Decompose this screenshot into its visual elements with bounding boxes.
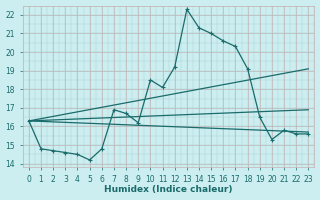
X-axis label: Humidex (Indice chaleur): Humidex (Indice chaleur)	[104, 185, 233, 194]
